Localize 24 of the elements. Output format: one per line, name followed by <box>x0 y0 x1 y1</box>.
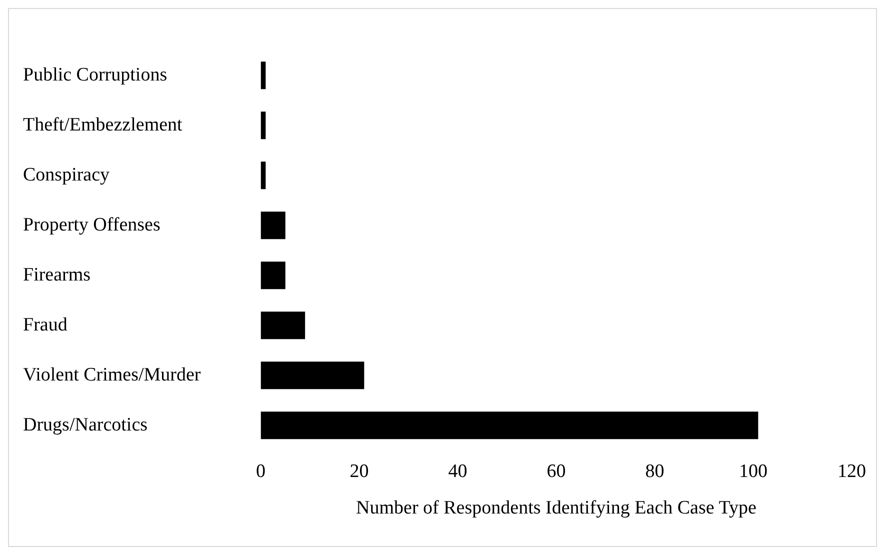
x-axis-title: Number of Respondents Identifying Each Case Type <box>356 498 756 519</box>
y-tick-label: Property Offenses <box>23 214 160 236</box>
x-tick-label: 120 <box>838 460 866 482</box>
y-tick-label: Theft/Embezzlement <box>23 114 184 136</box>
y-tick-label: Conspiracy <box>23 164 110 186</box>
bar <box>260 412 758 440</box>
x-tick-label: 60 <box>546 460 566 482</box>
bar <box>260 162 266 190</box>
y-tick-label: Violent Crimes/Murder <box>23 364 202 386</box>
bar <box>260 112 266 140</box>
bar <box>260 362 364 390</box>
x-tick-label: 40 <box>448 460 468 482</box>
bar <box>260 312 306 340</box>
x-tick-label: 80 <box>645 460 664 482</box>
x-tick-label: 0 <box>256 460 266 482</box>
bar <box>260 212 286 240</box>
bar <box>260 262 286 290</box>
bar <box>260 62 266 90</box>
y-tick-label: Drugs/Narcotics <box>23 414 148 436</box>
x-tick-label: 100 <box>739 460 768 482</box>
y-tick-label: Firearms <box>23 264 91 286</box>
y-tick-label: Fraud <box>23 314 68 336</box>
x-tick-label: 20 <box>350 460 369 482</box>
y-tick-label: Public Corruptions <box>23 64 168 86</box>
